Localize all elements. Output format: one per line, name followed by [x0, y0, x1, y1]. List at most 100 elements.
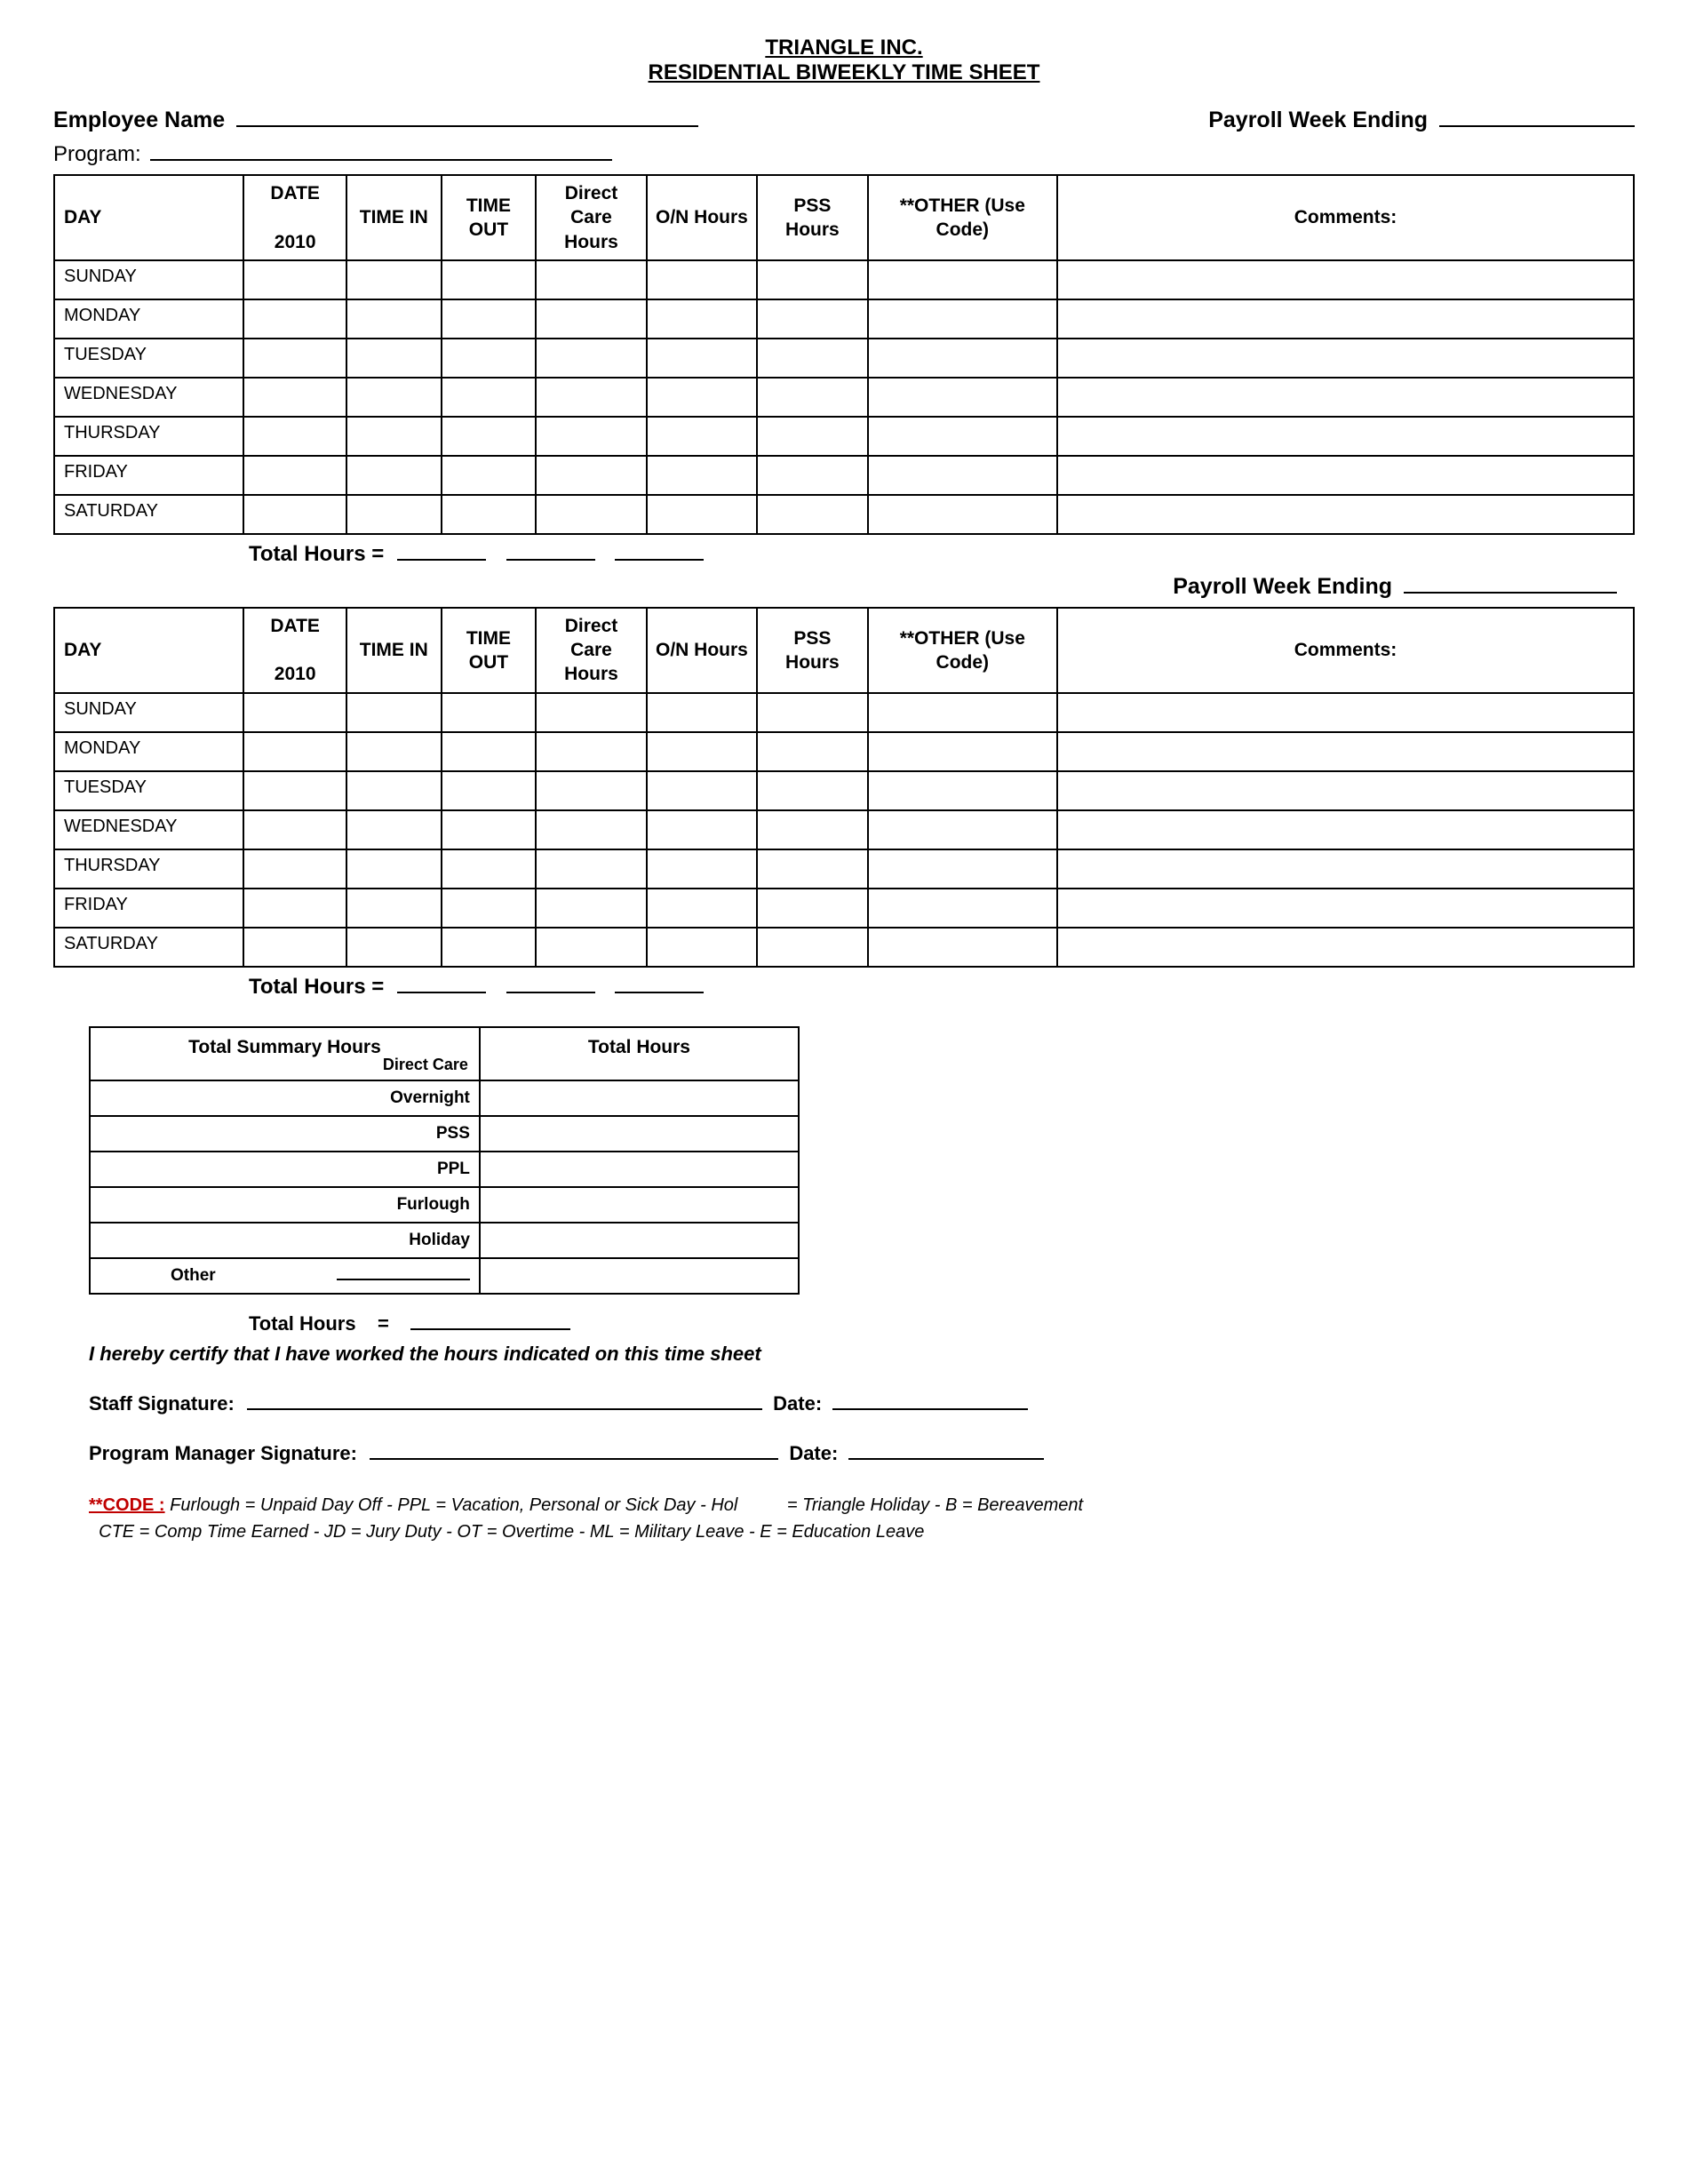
- entry-cell[interactable]: [868, 339, 1057, 378]
- entry-cell[interactable]: [536, 732, 646, 771]
- entry-cell[interactable]: [442, 732, 537, 771]
- entry-cell[interactable]: [346, 260, 442, 299]
- entry-cell[interactable]: [243, 495, 346, 534]
- entry-cell[interactable]: [868, 495, 1057, 534]
- summary-value[interactable]: [480, 1152, 799, 1187]
- entry-cell[interactable]: [442, 771, 537, 810]
- pm-date-field[interactable]: [848, 1458, 1044, 1460]
- entry-cell[interactable]: [1057, 339, 1634, 378]
- entry-cell[interactable]: [243, 693, 346, 732]
- entry-cell[interactable]: [1057, 299, 1634, 339]
- entry-cell[interactable]: [757, 299, 867, 339]
- entry-cell[interactable]: [647, 260, 757, 299]
- entry-cell[interactable]: [346, 456, 442, 495]
- entry-cell[interactable]: [868, 299, 1057, 339]
- entry-cell[interactable]: [243, 810, 346, 849]
- entry-cell[interactable]: [442, 928, 537, 967]
- entry-cell[interactable]: [536, 417, 646, 456]
- entry-cell[interactable]: [442, 456, 537, 495]
- entry-cell[interactable]: [442, 299, 537, 339]
- entry-cell[interactable]: [757, 732, 867, 771]
- entry-cell[interactable]: [647, 771, 757, 810]
- entry-cell[interactable]: [243, 849, 346, 889]
- entry-cell[interactable]: [1057, 378, 1634, 417]
- entry-cell[interactable]: [647, 693, 757, 732]
- entry-cell[interactable]: [1057, 810, 1634, 849]
- entry-cell[interactable]: [757, 928, 867, 967]
- entry-cell[interactable]: [346, 299, 442, 339]
- entry-cell[interactable]: [1057, 849, 1634, 889]
- entry-cell[interactable]: [243, 339, 346, 378]
- entry-cell[interactable]: [757, 260, 867, 299]
- entry-cell[interactable]: [868, 378, 1057, 417]
- entry-cell[interactable]: [757, 849, 867, 889]
- entry-cell[interactable]: [346, 495, 442, 534]
- entry-cell[interactable]: [1057, 495, 1634, 534]
- summary-value[interactable]: [480, 1080, 799, 1116]
- entry-cell[interactable]: [647, 732, 757, 771]
- entry-cell[interactable]: [868, 771, 1057, 810]
- entry-cell[interactable]: [868, 810, 1057, 849]
- entry-cell[interactable]: [868, 417, 1057, 456]
- staff-sig-field[interactable]: [247, 1408, 762, 1410]
- entry-cell[interactable]: [536, 810, 646, 849]
- entry-cell[interactable]: [1057, 889, 1634, 928]
- entry-cell[interactable]: [1057, 771, 1634, 810]
- entry-cell[interactable]: [346, 339, 442, 378]
- summary-other-value[interactable]: [480, 1258, 799, 1294]
- entry-cell[interactable]: [1057, 417, 1634, 456]
- entry-cell[interactable]: [757, 339, 867, 378]
- summary-value[interactable]: [480, 1223, 799, 1258]
- entry-cell[interactable]: [757, 378, 867, 417]
- entry-cell[interactable]: [757, 417, 867, 456]
- entry-cell[interactable]: [536, 693, 646, 732]
- entry-cell[interactable]: [536, 495, 646, 534]
- entry-cell[interactable]: [346, 849, 442, 889]
- summary-value[interactable]: [480, 1116, 799, 1152]
- entry-cell[interactable]: [868, 849, 1057, 889]
- totals-field-2c[interactable]: [615, 992, 704, 993]
- entry-cell[interactable]: [757, 495, 867, 534]
- entry-cell[interactable]: [868, 260, 1057, 299]
- entry-cell[interactable]: [243, 378, 346, 417]
- entry-cell[interactable]: [647, 339, 757, 378]
- entry-cell[interactable]: [442, 260, 537, 299]
- entry-cell[interactable]: [536, 771, 646, 810]
- entry-cell[interactable]: [1057, 928, 1634, 967]
- entry-cell[interactable]: [757, 771, 867, 810]
- entry-cell[interactable]: [442, 849, 537, 889]
- entry-cell[interactable]: [647, 456, 757, 495]
- entry-cell[interactable]: [442, 810, 537, 849]
- entry-cell[interactable]: [536, 928, 646, 967]
- entry-cell[interactable]: [442, 693, 537, 732]
- entry-cell[interactable]: [647, 417, 757, 456]
- entry-cell[interactable]: [536, 339, 646, 378]
- entry-cell[interactable]: [868, 693, 1057, 732]
- entry-cell[interactable]: [868, 889, 1057, 928]
- entry-cell[interactable]: [243, 456, 346, 495]
- entry-cell[interactable]: [346, 693, 442, 732]
- entry-cell[interactable]: [868, 928, 1057, 967]
- entry-cell[interactable]: [647, 849, 757, 889]
- entry-cell[interactable]: [647, 928, 757, 967]
- entry-cell[interactable]: [536, 456, 646, 495]
- totals-field-1c[interactable]: [615, 559, 704, 561]
- entry-cell[interactable]: [346, 417, 442, 456]
- entry-cell[interactable]: [647, 299, 757, 339]
- entry-cell[interactable]: [868, 456, 1057, 495]
- totals-field-2a[interactable]: [397, 992, 486, 993]
- summary-value[interactable]: [480, 1187, 799, 1223]
- entry-cell[interactable]: [442, 495, 537, 534]
- totals-field-1a[interactable]: [397, 559, 486, 561]
- entry-cell[interactable]: [442, 417, 537, 456]
- totals-field-2b[interactable]: [506, 992, 595, 993]
- entry-cell[interactable]: [536, 849, 646, 889]
- entry-cell[interactable]: [536, 889, 646, 928]
- entry-cell[interactable]: [346, 928, 442, 967]
- entry-cell[interactable]: [536, 378, 646, 417]
- entry-cell[interactable]: [346, 732, 442, 771]
- entry-cell[interactable]: [346, 378, 442, 417]
- staff-date-field[interactable]: [832, 1408, 1028, 1410]
- entry-cell[interactable]: [346, 771, 442, 810]
- entry-cell[interactable]: [757, 693, 867, 732]
